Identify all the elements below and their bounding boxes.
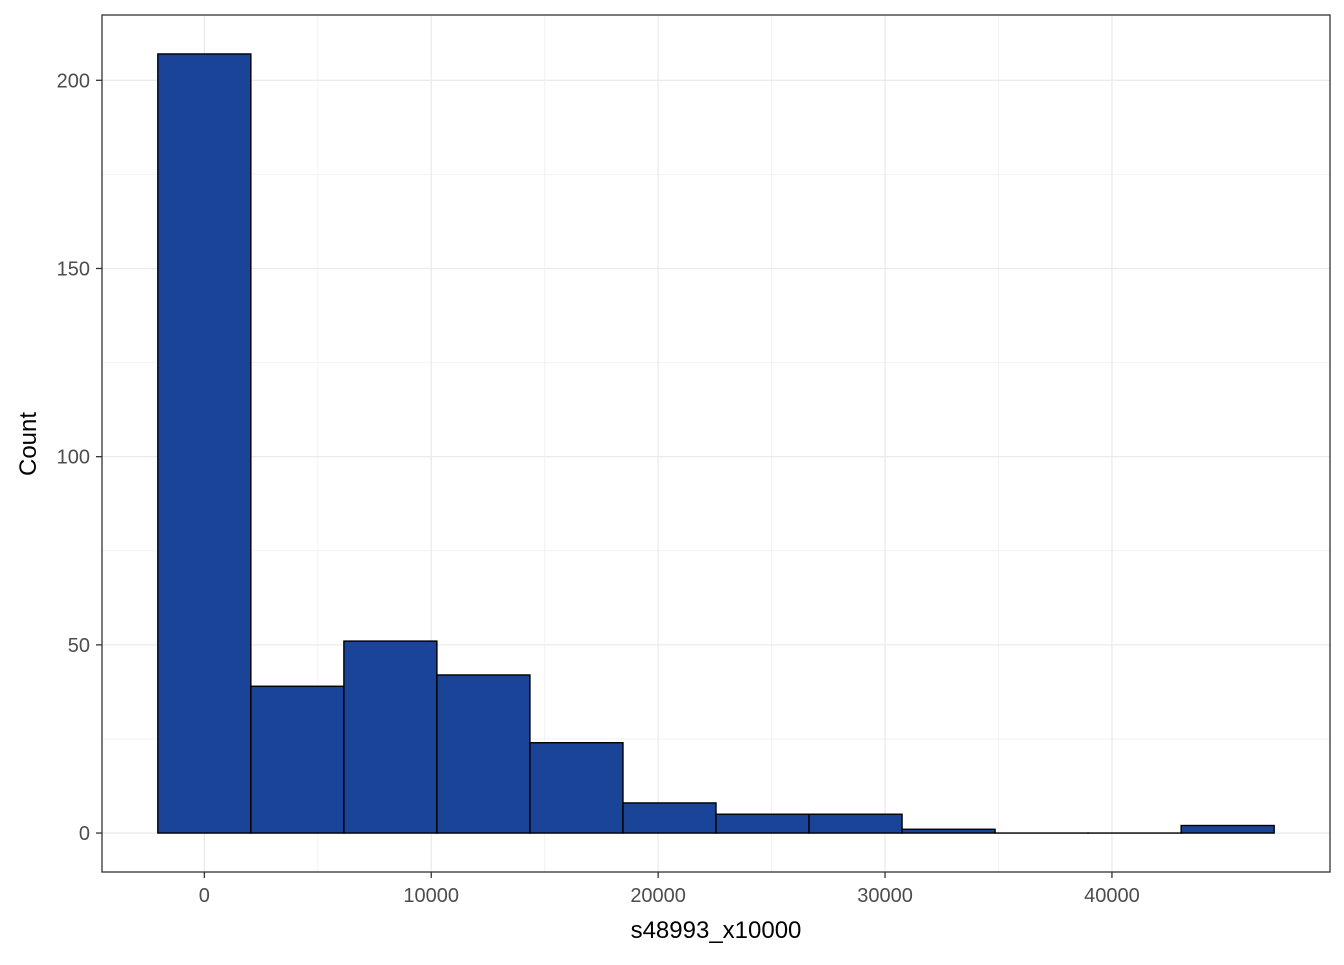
- histogram-bar: [1181, 826, 1274, 834]
- histogram-bar: [809, 814, 902, 833]
- histogram-bar: [623, 803, 716, 833]
- y-tick-label: 200: [57, 70, 90, 92]
- y-tick-label: 100: [57, 447, 90, 469]
- y-tick-label: 50: [68, 635, 90, 657]
- histogram-bar: [251, 686, 344, 833]
- x-tick-label: 30000: [857, 885, 913, 907]
- histogram-bar: [437, 675, 530, 833]
- histogram-bar: [158, 54, 251, 833]
- x-axis-ticks: 0 10000 20000 30000 40000: [199, 872, 1140, 907]
- histogram-bar: [344, 641, 437, 833]
- x-tick-label: 20000: [630, 885, 686, 907]
- x-axis-title: s48993_x10000: [631, 917, 802, 944]
- histogram-bar: [902, 829, 995, 833]
- x-tick-label: 40000: [1084, 885, 1140, 907]
- histogram-bar: [716, 814, 809, 833]
- bars-layer: [158, 54, 1274, 833]
- x-tick-label: 10000: [403, 885, 459, 907]
- histogram-bar: [530, 743, 623, 833]
- x-tick-label: 0: [199, 885, 210, 907]
- y-axis-ticks: 0 50 100 150 200: [57, 70, 102, 845]
- y-tick-label: 150: [57, 258, 90, 280]
- y-tick-label: 0: [79, 823, 90, 845]
- y-axis-title: Count: [15, 412, 42, 476]
